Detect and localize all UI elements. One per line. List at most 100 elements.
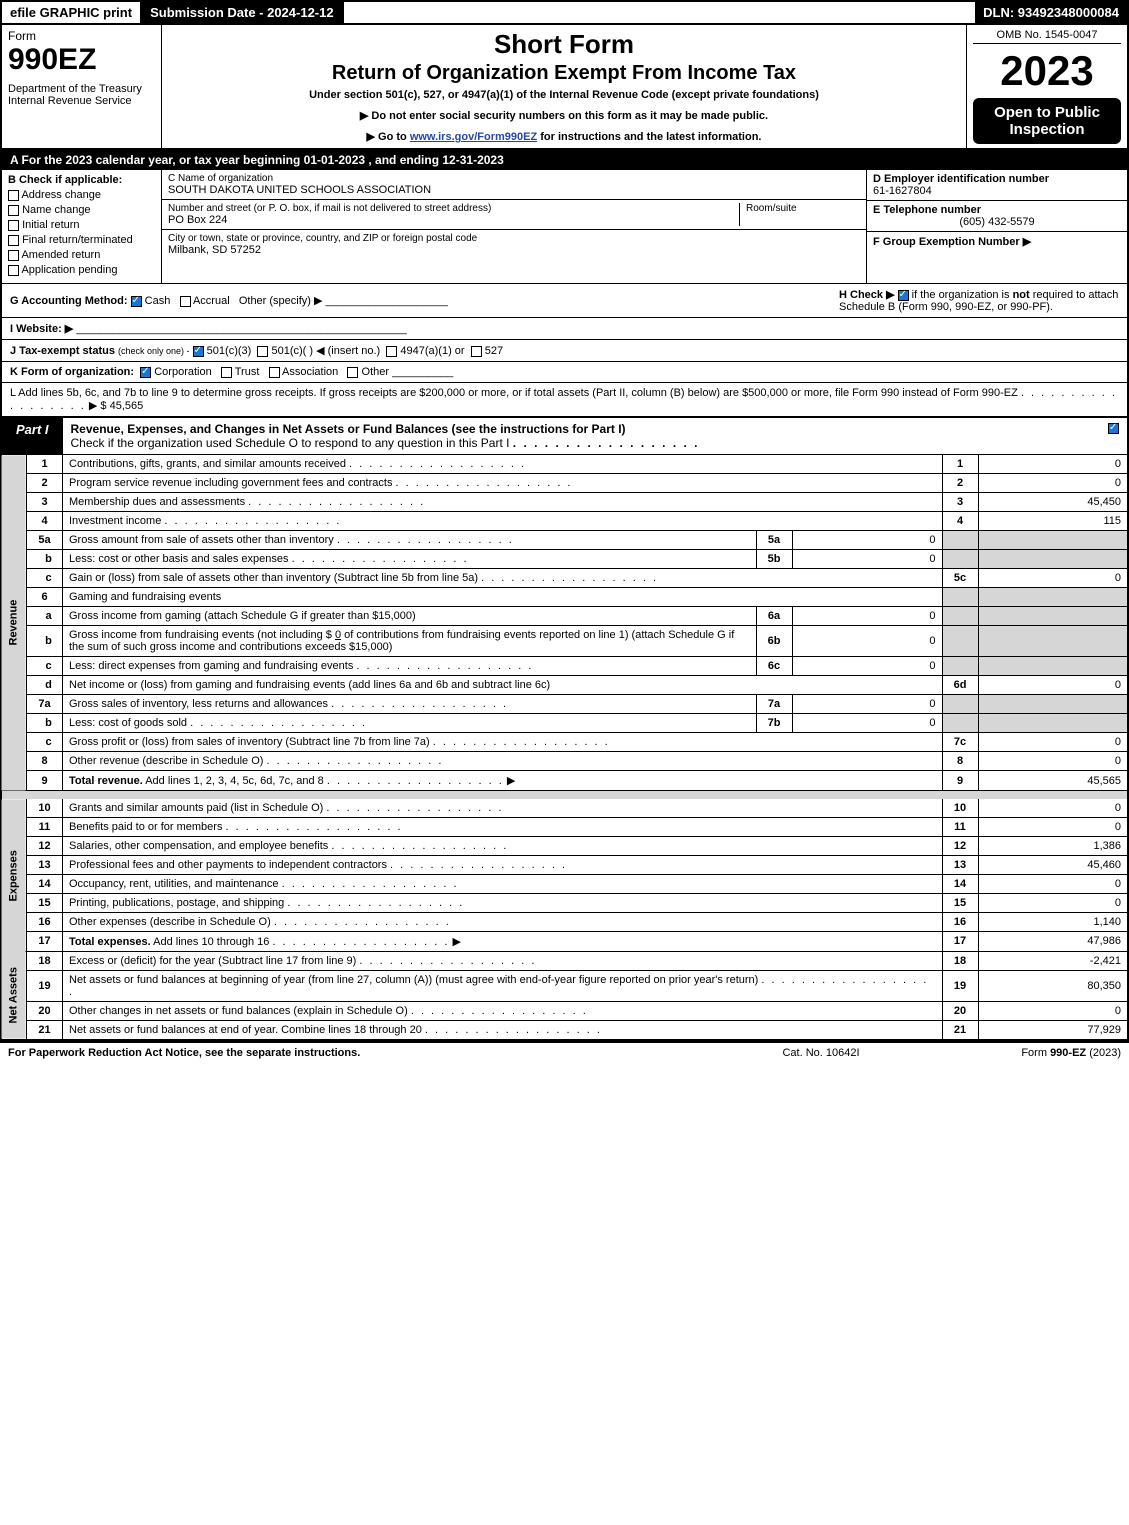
line-3: 3Membership dues and assessments 345,450 [1, 493, 1128, 512]
group-exemption-label: F Group Exemption Number ▶ [873, 236, 1031, 248]
header-left: Form 990EZ Department of the Treasury In… [2, 25, 162, 148]
chk-schedule-b[interactable] [898, 290, 909, 301]
box-f: F Group Exemption Number ▶ [867, 232, 1127, 251]
footer-formref: Form 990-EZ (2023) [921, 1047, 1121, 1059]
chk-name-change[interactable]: Name change [8, 204, 155, 216]
page-footer: For Paperwork Reduction Act Notice, see … [0, 1041, 1129, 1063]
line-19: 19Net assets or fund balances at beginni… [1, 970, 1128, 1001]
line-20: 20Other changes in net assets or fund ba… [1, 1001, 1128, 1020]
irs-link[interactable]: www.irs.gov/Form990EZ [410, 131, 537, 143]
dln: DLN: 93492348000084 [975, 2, 1127, 23]
title-return: Return of Organization Exempt From Incom… [172, 62, 956, 85]
ein-label: D Employer identification number [873, 173, 1121, 185]
efile-print[interactable]: efile GRAPHIC print [2, 2, 142, 23]
form-number: 990EZ [8, 43, 155, 77]
line-6c: cLess: direct expenses from gaming and f… [1, 657, 1128, 676]
chk-cash[interactable] [131, 296, 142, 307]
row-l: L Add lines 5b, 6c, and 7b to line 9 to … [0, 383, 1129, 418]
chk-527[interactable] [471, 346, 482, 357]
header-center: Short Form Return of Organization Exempt… [162, 25, 967, 148]
line-13: 13Professional fees and other payments t… [1, 855, 1128, 874]
line-7b: bLess: cost of goods sold 7b0 [1, 714, 1128, 733]
chk-amended-return[interactable]: Amended return [8, 249, 155, 261]
line-7a: 7aGross sales of inventory, less returns… [1, 695, 1128, 714]
street-cell: Number and street (or P. O. box, if mail… [162, 200, 866, 230]
line-18: Net Assets 18Excess or (deficit) for the… [1, 951, 1128, 970]
box-b-header: B Check if applicable: [8, 174, 155, 186]
chk-association[interactable] [269, 367, 280, 378]
box-def: D Employer identification number 61-1627… [867, 170, 1127, 283]
org-name-label: C Name of organization [168, 173, 860, 184]
phone-label: E Telephone number [873, 204, 1121, 216]
line-14: 14Occupancy, rent, utilities, and mainte… [1, 874, 1128, 893]
line-12: 12Salaries, other compensation, and empl… [1, 836, 1128, 855]
part1-header: Part I Revenue, Expenses, and Changes in… [0, 418, 1129, 455]
footer-paperwork: For Paperwork Reduction Act Notice, see … [8, 1047, 721, 1059]
phone-value: (605) 432-5579 [873, 216, 1121, 228]
top-bar: efile GRAPHIC print Submission Date - 20… [0, 0, 1129, 25]
part1-tab: Part I [2, 418, 63, 454]
city-cell: City or town, state or province, country… [162, 230, 866, 259]
city-value: Milbank, SD 57252 [168, 244, 860, 256]
line-5b: bLess: cost or other basis and sales exp… [1, 550, 1128, 569]
form-header: Form 990EZ Department of the Treasury In… [0, 25, 1129, 150]
line-1: Revenue 1Contributions, gifts, grants, a… [1, 455, 1128, 474]
goto-pre: ▶ Go to [367, 131, 410, 143]
chk-address-change[interactable]: Address change [8, 189, 155, 201]
box-d: D Employer identification number 61-1627… [867, 170, 1127, 201]
row-a-calendar-year: A For the 2023 calendar year, or tax yea… [0, 150, 1129, 170]
topbar-spacer [344, 2, 976, 23]
g-label: G Accounting Method: [10, 295, 128, 307]
line-15: 15Printing, publications, postage, and s… [1, 893, 1128, 912]
org-name-cell: C Name of organization SOUTH DAKOTA UNIT… [162, 170, 866, 200]
open-to-public: Open to Public Inspection [973, 98, 1121, 144]
part1-check[interactable] [1100, 418, 1127, 454]
line-2: 2Program service revenue including gover… [1, 474, 1128, 493]
chk-501c3[interactable] [193, 346, 204, 357]
omb-number: OMB No. 1545-0047 [973, 29, 1121, 44]
line-6d: dNet income or (loss) from gaming and fu… [1, 676, 1128, 695]
row-gh: G Accounting Method: Cash Accrual Other … [0, 284, 1129, 318]
chk-4947[interactable] [386, 346, 397, 357]
line-6: 6Gaming and fundraising events [1, 588, 1128, 607]
line-7c: cGross profit or (loss) from sales of in… [1, 733, 1128, 752]
chk-initial-return[interactable]: Initial return [8, 219, 155, 231]
chk-501c[interactable] [257, 346, 268, 357]
chk-trust[interactable] [221, 367, 232, 378]
chk-corporation[interactable] [140, 367, 151, 378]
header-right: OMB No. 1545-0047 2023 Open to Public In… [967, 25, 1127, 148]
chk-application-pending[interactable]: Application pending [8, 264, 155, 276]
chk-other-org[interactable] [347, 367, 358, 378]
line-21: 21Net assets or fund balances at end of … [1, 1020, 1128, 1040]
section-bcdef: B Check if applicable: Address change Na… [0, 170, 1129, 284]
side-expenses: Expenses [1, 799, 27, 952]
street-label: Number and street (or P. O. box, if mail… [168, 203, 733, 214]
footer-catno: Cat. No. 10642I [721, 1047, 921, 1059]
row-j: J Tax-exempt status (check only one) - 5… [0, 340, 1129, 362]
box-b: B Check if applicable: Address change Na… [2, 170, 162, 283]
title-short-form: Short Form [172, 29, 956, 60]
line-11: 11Benefits paid to or for members 110 [1, 817, 1128, 836]
city-label: City or town, state or province, country… [168, 233, 860, 244]
line-16: 16Other expenses (describe in Schedule O… [1, 912, 1128, 931]
box-c: C Name of organization SOUTH DAKOTA UNIT… [162, 170, 867, 283]
ein-value: 61-1627804 [873, 185, 1121, 197]
line-6a: aGross income from gaming (attach Schedu… [1, 607, 1128, 626]
street-value: PO Box 224 [168, 214, 733, 226]
chk-accrual[interactable] [180, 296, 191, 307]
subtitle: Under section 501(c), 527, or 4947(a)(1)… [172, 89, 956, 101]
room-label: Room/suite [746, 203, 860, 214]
part1-table: Revenue 1Contributions, gifts, grants, a… [0, 455, 1129, 1041]
box-e: E Telephone number (605) 432-5579 [867, 201, 1127, 232]
form-label: Form [8, 29, 155, 43]
line-8: 8Other revenue (describe in Schedule O) … [1, 752, 1128, 771]
note-ssn: ▶ Do not enter social security numbers o… [172, 109, 956, 122]
chk-final-return[interactable]: Final return/terminated [8, 234, 155, 246]
org-name: SOUTH DAKOTA UNITED SCHOOLS ASSOCIATION [168, 184, 860, 196]
note-goto: ▶ Go to www.irs.gov/Form990EZ for instru… [172, 130, 956, 143]
submission-date: Submission Date - 2024-12-12 [142, 2, 344, 23]
line-9: 9Total revenue. Add lines 1, 2, 3, 4, 5c… [1, 771, 1128, 791]
row-k: K Form of organization: Corporation Trus… [0, 362, 1129, 383]
gross-receipts: ▶ $ 45,565 [89, 400, 143, 412]
row-g: G Accounting Method: Cash Accrual Other … [10, 294, 839, 307]
